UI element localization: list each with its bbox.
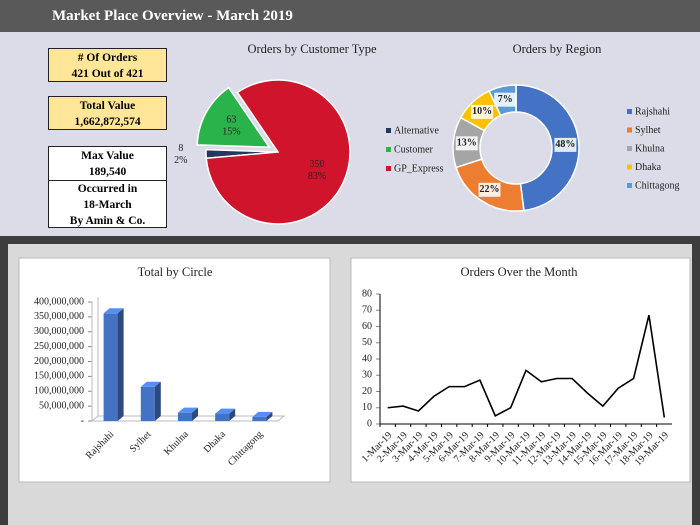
legend-label: Sylhet xyxy=(635,125,661,136)
kpi-max: Max Value 189,540 Occurred in 18-March B… xyxy=(48,146,167,228)
y-tick-label: 50 xyxy=(362,337,372,348)
kpi-value: 421 Out of 421 xyxy=(71,68,144,80)
legend-swatch xyxy=(386,128,391,133)
bar-top xyxy=(215,408,236,414)
legend-label: Alternative xyxy=(394,125,440,136)
y-tick-label: 30 xyxy=(362,370,372,381)
data-label: 10% xyxy=(472,106,492,117)
chart-panel xyxy=(350,257,691,483)
y-tick-label: 400,000,000 xyxy=(34,296,84,307)
kpi-occurred: Occurred in 18-March By Amin & Co. xyxy=(49,180,166,229)
legend-label: Dhaka xyxy=(635,162,662,173)
kpi-value: 1,662,872,574 xyxy=(74,116,141,128)
data-label: 2% xyxy=(174,155,187,166)
bar-top xyxy=(103,308,124,314)
kpi-text: Occurred in xyxy=(77,183,138,195)
legend-swatch xyxy=(386,147,391,152)
header-bar: Market Place Overview - March 2019 xyxy=(0,0,700,32)
line xyxy=(387,314,666,418)
data-label: 15% xyxy=(222,127,240,138)
bar xyxy=(252,416,267,421)
data-label: 48% xyxy=(555,139,575,150)
legend-swatch xyxy=(627,109,632,114)
legend-label: GP_Express xyxy=(394,163,444,174)
y-tick-label: 300,000,000 xyxy=(34,326,84,337)
bar xyxy=(178,412,192,421)
bar-side xyxy=(117,308,124,421)
bar xyxy=(103,313,118,421)
kpi-value: 189,540 xyxy=(88,166,127,178)
chart-title: Orders Over the Month xyxy=(461,265,579,279)
bar-top xyxy=(178,407,198,413)
bar-top xyxy=(252,411,273,417)
slice xyxy=(196,86,271,148)
chart-panel xyxy=(18,257,331,483)
legend-swatch xyxy=(627,127,632,133)
y-tick-label: 350,000,000 xyxy=(34,311,84,322)
y-tick-label: 50,000,000 xyxy=(39,400,84,411)
bar-side xyxy=(266,411,273,421)
label-bg xyxy=(554,137,577,152)
legend-swatch xyxy=(386,166,391,171)
data-label: 8 xyxy=(178,143,183,154)
data-label: 13% xyxy=(457,138,477,149)
kpi-total: Total Value 1,662,872,574 xyxy=(48,96,167,130)
legend-label: Chittagong xyxy=(635,180,679,191)
y-tick-label: 20 xyxy=(362,386,372,397)
y-tick-label: 80 xyxy=(362,288,372,299)
y-tick-label: 200,000,000 xyxy=(34,356,84,367)
kpi-text: 18-March xyxy=(83,199,132,211)
page-title: Market Place Overview - March 2019 xyxy=(52,8,293,24)
data-label: 350 xyxy=(310,159,325,170)
y-tick-label: 10 xyxy=(362,402,372,413)
bar-side xyxy=(192,407,198,421)
data-label: 83% xyxy=(308,171,326,182)
chart-title: Orders by Region xyxy=(513,42,603,56)
y-tick-label: 150,000,000 xyxy=(34,371,84,382)
label-bg xyxy=(478,182,501,197)
kpi-label: Total Value xyxy=(79,100,136,112)
chart-title: Total by Circle xyxy=(138,265,213,279)
data-label: 63 xyxy=(226,115,236,126)
kpi-label: Max Value xyxy=(81,150,134,162)
legend-swatch xyxy=(627,164,632,170)
lower-panel-foot xyxy=(8,494,692,525)
y-tick-label: 40 xyxy=(362,353,372,364)
y-tick-label: - xyxy=(81,415,84,426)
kpi-orders: # Of Orders 421 Out of 421 xyxy=(48,48,167,82)
y-tick-label: 60 xyxy=(362,321,372,332)
label-bg xyxy=(471,104,494,119)
legend-label: Khulna xyxy=(635,143,665,154)
chart-title: Orders by Customer Type xyxy=(247,42,377,56)
y-tick-label: 0 xyxy=(367,418,372,429)
kpi-label: # Of Orders xyxy=(77,52,138,64)
slice xyxy=(515,84,580,212)
legend-swatch xyxy=(627,183,632,188)
legend-swatch xyxy=(627,146,632,151)
legend-label: Customer xyxy=(394,144,434,155)
y-tick-label: 70 xyxy=(362,305,372,316)
bar xyxy=(140,386,155,421)
data-label: 22% xyxy=(479,184,499,195)
bar-side xyxy=(229,408,236,421)
label-bg xyxy=(494,92,517,107)
label-bg xyxy=(455,136,478,151)
legend-label: Rajshahi xyxy=(635,106,670,117)
data-label: 7% xyxy=(498,94,513,105)
y-tick-label: 250,000,000 xyxy=(34,341,84,352)
kpi-text: By Amin & Co. xyxy=(69,215,146,227)
bar-top xyxy=(140,381,161,387)
slice xyxy=(205,79,351,225)
bar-side xyxy=(154,381,161,421)
y-tick-label: 100,000,000 xyxy=(34,386,84,397)
bar xyxy=(215,413,230,421)
